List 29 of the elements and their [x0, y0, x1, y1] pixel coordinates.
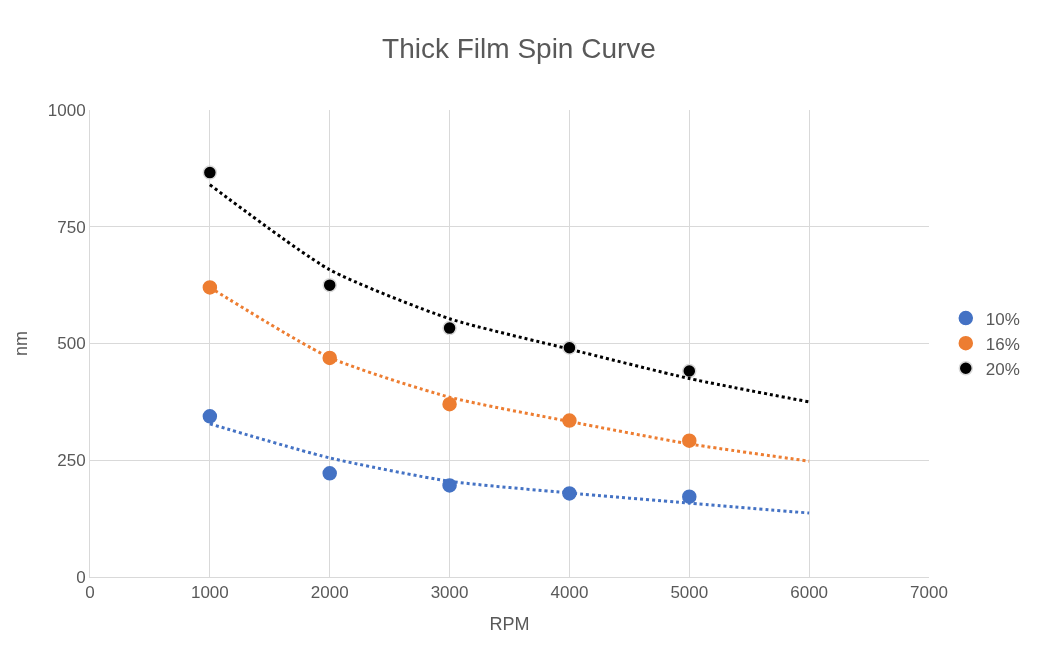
point — [682, 489, 697, 504]
x-tick-label: 4000 — [550, 583, 589, 603]
x-tick-label: 7000 — [910, 583, 948, 603]
y-tick-label: 0 — [76, 567, 86, 587]
x-tick-label: 2000 — [310, 583, 349, 603]
point — [322, 277, 337, 293]
x-tick-label: 3000 — [430, 583, 469, 603]
x-tick-label: 1000 — [190, 583, 229, 603]
point — [682, 433, 697, 448]
point — [322, 466, 337, 481]
y-axis-title: nm — [10, 330, 31, 357]
point — [202, 409, 218, 424]
line-series — [208, 183, 811, 404]
point — [202, 165, 218, 180]
x-axis-title: RPM — [489, 613, 530, 634]
x-tick-label: 6000 — [790, 583, 829, 603]
point — [202, 280, 218, 295]
legend-label: 20% — [985, 359, 1020, 379]
y-tick-label: 500 — [57, 334, 86, 354]
y-tick-label: 750 — [57, 217, 86, 237]
legend-label: 10% — [985, 309, 1020, 329]
y-tick-label: 250 — [57, 451, 86, 471]
legend-label: 16% — [985, 334, 1020, 354]
point — [442, 320, 457, 336]
chart-title: Thick Film Spin Curve — [382, 33, 656, 65]
y-tick-label: 1000 — [47, 100, 86, 120]
x-tick-label: 5000 — [670, 583, 709, 603]
point — [442, 396, 457, 412]
point — [682, 363, 697, 379]
